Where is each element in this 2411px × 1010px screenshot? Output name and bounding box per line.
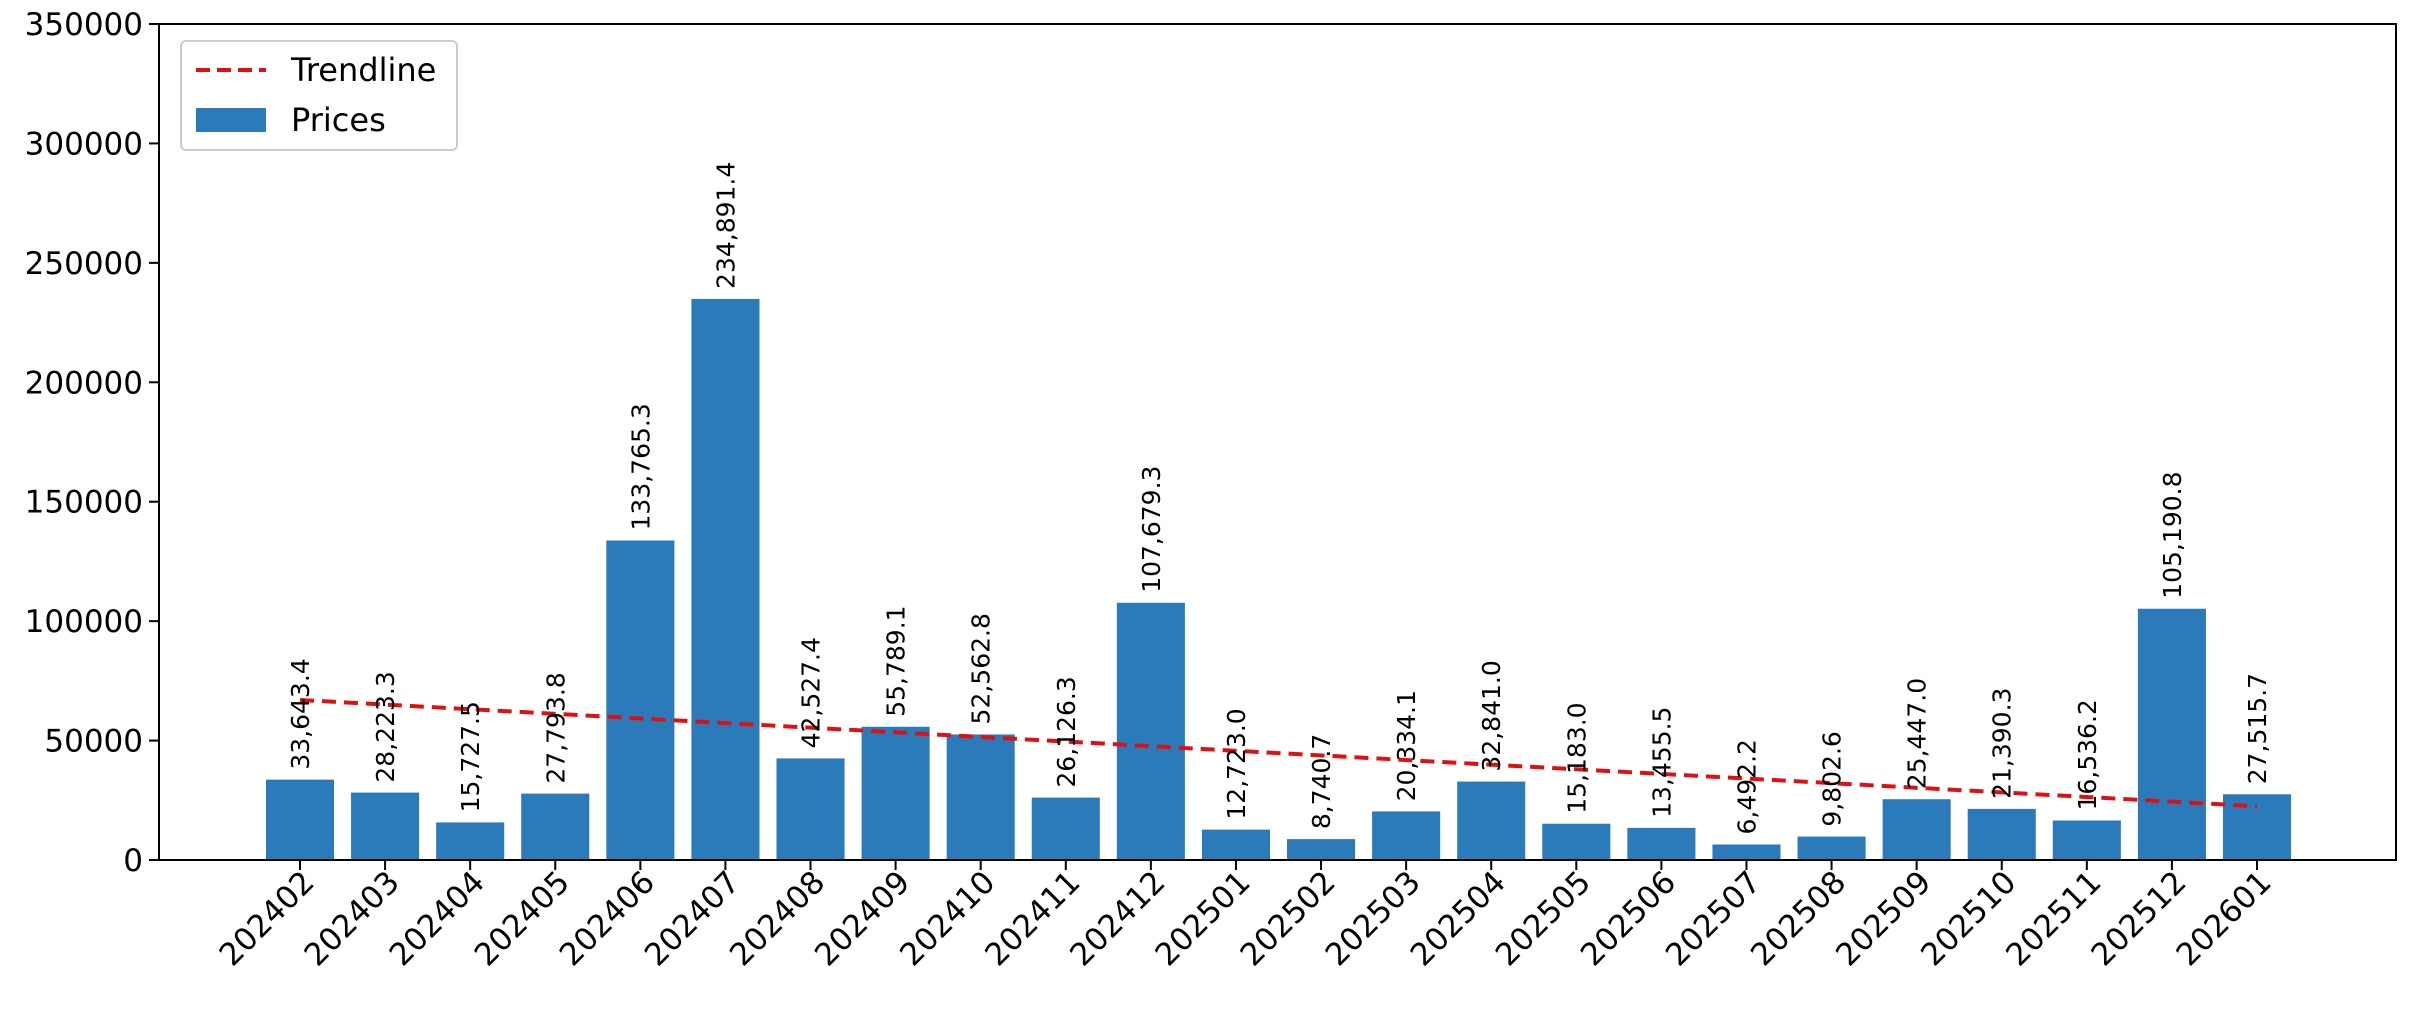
value-label-202404: 15,727.5: [456, 701, 485, 812]
bar-202511: [2052, 820, 2121, 860]
bar-202508: [1797, 836, 1866, 860]
y-tick-label: 200000: [25, 365, 143, 401]
value-label-202503: 20,334.1: [1392, 690, 1421, 801]
bar-202505: [1542, 823, 1611, 860]
bar-202510: [1967, 808, 2036, 860]
bar-202405: [521, 793, 590, 860]
value-label-202512: 105,190.8: [2158, 472, 2187, 599]
value-label-202509: 25,447.0: [1903, 678, 1932, 789]
value-label-202405: 27,793.8: [541, 672, 570, 783]
bar-202411: [1031, 797, 1100, 860]
bar-202506: [1627, 827, 1696, 860]
value-label-202502: 8,740.7: [1307, 734, 1336, 829]
bar-202512: [2137, 608, 2206, 860]
value-label-202406: 133,765.3: [626, 403, 655, 530]
y-tick-label: 0: [123, 843, 143, 879]
value-label-202412: 107,679.3: [1137, 466, 1166, 593]
value-label-202505: 15,183.0: [1562, 702, 1591, 813]
legend-prices-swatch: [196, 108, 266, 132]
value-label-202402: 33,643.4: [286, 658, 315, 769]
legend-trendline-label: Trendline: [290, 51, 436, 89]
bar-202412: [1116, 602, 1185, 860]
bar-202404: [436, 822, 505, 860]
value-label-202511: 16,536.2: [2073, 699, 2102, 810]
value-label-202508: 9,802.6: [1818, 731, 1847, 826]
bar-202407: [691, 298, 760, 861]
value-label-202507: 6,492.2: [1732, 739, 1761, 834]
bar-202402: [265, 779, 335, 860]
value-label-202403: 28,223.3: [371, 671, 400, 782]
trendline: [299, 697, 2258, 809]
value-label-202408: 42,527.4: [797, 637, 826, 748]
bar-202403: [351, 792, 420, 860]
y-tick-label: 350000: [25, 7, 143, 43]
bar-202507: [1712, 844, 1781, 860]
bar-202504: [1457, 781, 1526, 860]
trendline-series: [299, 697, 2258, 809]
value-label-202501: 12,723.0: [1222, 708, 1251, 819]
value-label-202407: 234,891.4: [711, 162, 740, 289]
value-label-202504: 32,841.0: [1477, 660, 1506, 771]
value-label-202411: 26,126.3: [1052, 676, 1081, 787]
bar-202409: [861, 726, 930, 860]
bar-202408: [776, 758, 845, 860]
bar-202502: [1287, 839, 1356, 860]
y-tick-label: 50000: [44, 724, 143, 760]
value-label-202410: 52,562.8: [967, 613, 996, 724]
y-tick-label: 300000: [25, 126, 143, 162]
value-label-202506: 13,455.5: [1647, 707, 1676, 818]
bar-value-labels: 33,643.4 28,223.3 15,727.5 27,793.8 133,765.…: [286, 162, 2272, 835]
bar-202410: [946, 734, 1015, 860]
value-label-202409: 55,789.1: [882, 605, 911, 716]
y-tick-label: 100000: [25, 604, 143, 640]
y-tick-label: 150000: [25, 485, 143, 521]
value-label-202601: 27,515.7: [2243, 673, 2272, 784]
y-axis: 0 50000 100000 150000 200000 250000 300000 3500…: [25, 7, 159, 879]
value-label-202510: 21,390.3: [1988, 688, 2017, 799]
bar-202406: [606, 540, 675, 860]
plot-frame: [158, 23, 2397, 861]
bar-202601: [2222, 794, 2292, 860]
legend: Trendline Prices: [180, 40, 458, 151]
bar-series-prices: [265, 298, 2292, 861]
bar-202509: [1882, 799, 1951, 860]
y-tick-label: 250000: [25, 246, 143, 282]
legend-prices-label: Prices: [291, 101, 386, 139]
bar-202501: [1201, 829, 1270, 860]
bar-202503: [1372, 811, 1441, 860]
